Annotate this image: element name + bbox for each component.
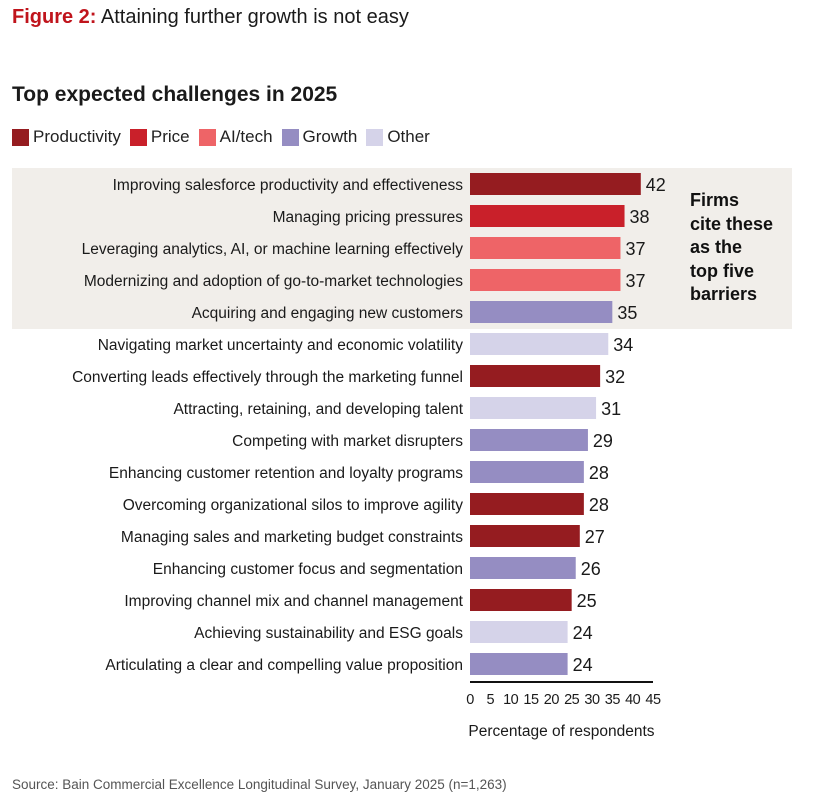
x-tick-label: 10: [503, 692, 519, 708]
callout-line: as the: [690, 237, 743, 257]
bar: [470, 205, 625, 227]
figure-title-text: Attaining further growth is not easy: [100, 6, 409, 28]
data-label: 26: [581, 559, 601, 579]
bar: [470, 333, 609, 355]
data-label: 31: [601, 399, 621, 419]
data-label: 32: [605, 367, 625, 387]
data-label: 28: [589, 495, 609, 515]
legend-swatch-growth: [281, 128, 299, 146]
category-label: Acquiring and engaging new customers: [192, 305, 464, 322]
legend-swatch-ai-tech: [198, 128, 216, 146]
callout-line: Firms: [690, 190, 740, 210]
bar: [470, 493, 584, 515]
bar: [470, 429, 588, 451]
bar: [470, 589, 572, 611]
x-tick-label: 20: [544, 692, 560, 708]
figure-label: Figure 2:: [12, 6, 97, 28]
data-label: 28: [589, 463, 609, 483]
bar: [470, 461, 584, 483]
bar: [470, 621, 568, 643]
category-label: Enhancing customer focus and segmentatio…: [153, 561, 463, 578]
category-label: Managing pricing pressures: [273, 209, 464, 226]
legend-label: Productivity: [33, 127, 121, 146]
category-label: Articulating a clear and compelling valu…: [105, 657, 463, 674]
data-label: 38: [630, 207, 650, 227]
data-label: 34: [613, 335, 633, 355]
legend-swatch-productivity: [12, 128, 29, 146]
legend-label: AI/tech: [219, 127, 273, 146]
data-label: 24: [573, 623, 593, 643]
legend-label: Price: [150, 127, 190, 146]
category-label: Improving channel mix and channel manage…: [124, 593, 463, 610]
top-five-callout: Firms cite these as the top five barrier…: [690, 189, 790, 307]
data-label: 37: [625, 239, 645, 259]
bar: [470, 557, 576, 579]
bar: [470, 269, 621, 291]
figure-title: Figure 2: Attaining further growth is no…: [12, 6, 409, 29]
legend: Productivity Price AI/tech Growth Other: [12, 127, 439, 147]
data-label: 29: [593, 431, 613, 451]
x-tick-label: 40: [625, 692, 641, 708]
x-tick-label: 0: [466, 692, 474, 708]
data-label: 37: [625, 271, 645, 291]
category-label: Competing with market disrupters: [232, 433, 463, 450]
x-axis-title: Percentage of respondents: [468, 723, 654, 740]
legend-item-productivity: Productivity: [12, 127, 121, 147]
legend-swatch-other: [366, 128, 384, 146]
callout-line: top five: [690, 260, 755, 281]
category-label: Achieving sustainability and ESG goals: [194, 625, 463, 642]
category-label: Modernizing and adoption of go-to-market…: [84, 273, 463, 290]
category-label: Improving salesforce productivity and ef…: [113, 177, 464, 194]
callout-line: barriers: [690, 284, 758, 304]
callout-line: cite these: [690, 213, 774, 234]
legend-label: Growth: [302, 127, 358, 146]
legend-item-other: Other: [366, 127, 430, 147]
category-label: Overcoming organizational silos to impro…: [123, 497, 464, 514]
x-tick-label: 30: [584, 692, 600, 708]
x-tick-label: 45: [645, 692, 661, 708]
legend-item-price: Price: [129, 127, 190, 147]
legend-swatch-price: [129, 128, 147, 146]
source-note: Source: Bain Commercial Excellence Longi…: [12, 777, 507, 792]
data-label: 42: [646, 175, 666, 195]
category-label: Enhancing customer retention and loyalty…: [109, 465, 463, 482]
bar: [470, 237, 621, 259]
bar: [470, 525, 580, 547]
legend-item-growth: Growth: [281, 127, 358, 147]
category-label: Leveraging analytics, AI, or machine lea…: [82, 241, 464, 258]
data-label: 24: [573, 655, 593, 675]
x-tick-label: 15: [523, 692, 539, 708]
top-five-highlight: [12, 168, 792, 329]
bar: [470, 397, 597, 419]
bar: [470, 173, 641, 195]
chart-title: Top expected challenges in 2025: [12, 83, 338, 106]
category-label: Managing sales and marketing budget cons…: [121, 529, 463, 546]
x-tick-label: 25: [564, 692, 580, 708]
category-label: Navigating market uncertainty and econom…: [98, 337, 464, 354]
bar: [470, 653, 568, 675]
data-label: 25: [577, 591, 597, 611]
x-tick-label: 5: [487, 692, 495, 708]
data-label: 27: [585, 527, 605, 547]
legend-item-ai-tech: AI/tech: [198, 127, 273, 147]
category-label: Attracting, retaining, and developing ta…: [173, 401, 463, 418]
data-label: 35: [617, 303, 637, 323]
x-tick-label: 35: [605, 692, 621, 708]
bar: [470, 301, 613, 323]
bar: [470, 365, 601, 387]
category-label: Converting leads effectively through the…: [72, 369, 463, 386]
legend-label: Other: [387, 127, 430, 146]
